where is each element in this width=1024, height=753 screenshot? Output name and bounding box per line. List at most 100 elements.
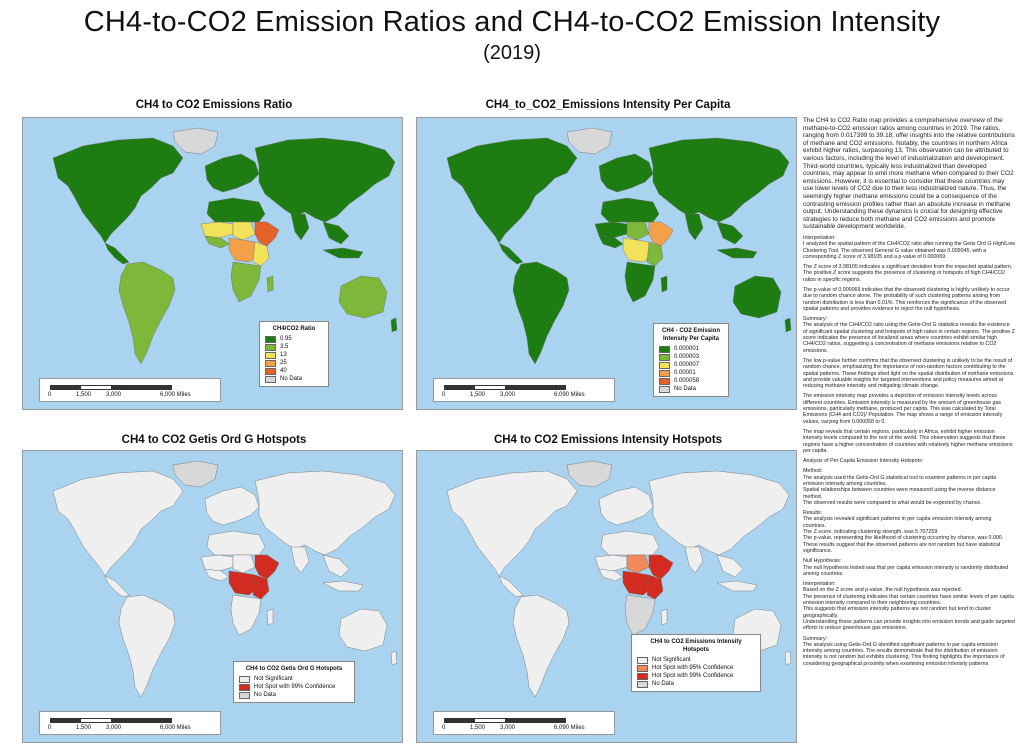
legend-item: 3.5 xyxy=(265,343,323,351)
map-panel-getis[interactable]: CH4 to CO2 Getis Ord G Hotspots Not Signi… xyxy=(22,450,403,743)
legend-label: No Data xyxy=(254,692,277,698)
legend-label: No Data xyxy=(280,376,303,382)
africa-south xyxy=(624,261,656,303)
legend-item: No Data xyxy=(239,691,349,699)
analysis-text-column: The CH4 to CO2 Ratio map provides a comp… xyxy=(803,117,1015,671)
region-seAsia xyxy=(716,554,744,578)
africa-madagascar xyxy=(660,608,668,626)
scale-tick-label: 0 xyxy=(48,392,52,398)
legend-swatch xyxy=(659,362,670,369)
region-europe xyxy=(204,486,260,526)
scale-tick-label: 1,500 xyxy=(76,392,92,398)
legend-label: 0.00001 xyxy=(674,370,696,376)
legend-label: Hot Spot with 99% Confidence xyxy=(254,684,336,690)
legend-item: 13 xyxy=(265,351,323,359)
africa-eastCentral xyxy=(646,241,664,267)
map-panel-intensity[interactable]: CH4 - CO2 Emission Intensity Per Capita 0… xyxy=(416,117,797,410)
region-indonesia xyxy=(716,580,758,592)
region-india xyxy=(684,546,704,574)
africa-south xyxy=(624,594,656,636)
legend-swatch xyxy=(239,676,250,683)
region-southAmerica xyxy=(118,261,176,365)
legend-label: Hot Spot with 95% Confidence xyxy=(652,665,734,671)
africa-south xyxy=(230,261,262,303)
region-australia xyxy=(338,608,388,652)
africa-eastHorn xyxy=(254,554,280,580)
scale-tick-label: 3,000 xyxy=(106,392,122,398)
region-india xyxy=(684,213,704,241)
legend-item: Hot Spot with 99% Confidence xyxy=(637,672,755,680)
region-nzealand xyxy=(784,650,792,666)
legend-title: CH4 to CO2 Emissions Intensity Hotspots xyxy=(650,639,742,653)
region-nzealand xyxy=(784,317,792,333)
legend-title: CH4 - CO2 Emission Intensity Per Capita xyxy=(661,328,720,342)
legend-item: 0.000003 xyxy=(659,353,723,361)
africa-south xyxy=(230,594,262,636)
legend-item: 0.000058 xyxy=(659,377,723,385)
legend-swatch xyxy=(265,360,276,367)
summary-paragraph-2: Summary: The analysis using Getis-Ord G … xyxy=(803,635,1005,667)
region-centralAm xyxy=(498,242,524,265)
legend-item: 0.95 xyxy=(265,335,323,343)
region-europe xyxy=(598,153,654,193)
scale-tick-label: 0 xyxy=(48,725,52,731)
region-india xyxy=(290,213,310,241)
intro-paragraph: The CH4 to CO2 Ratio map provides a comp… xyxy=(803,117,1015,231)
method-paragraph: Method: The analysis used the Getis-Ord … xyxy=(803,468,997,506)
region-southAmerica xyxy=(512,261,570,365)
scale-tick-label: 6,090 Miles xyxy=(554,725,585,731)
africa-westCoast xyxy=(598,235,624,249)
legend-label: Not Significant xyxy=(254,676,293,682)
scale-bar-graphic xyxy=(50,385,172,390)
analysis-title: Analysis of Per Capita Emission Intensit… xyxy=(803,458,924,465)
scale-bar-graphic xyxy=(50,718,172,723)
scale-tick-label: 1,500 xyxy=(76,725,92,731)
scale-tick-label: 3,000 xyxy=(500,725,516,731)
scale-bar: 0 1,500 3,000 6,090 Miles xyxy=(433,378,615,402)
scale-bar: 0 1,500 3,000 6,000 Miles xyxy=(39,378,221,402)
legend-swatch xyxy=(659,346,670,353)
region-nzealand xyxy=(390,650,398,666)
legend-label: 40 xyxy=(280,368,287,374)
legend-item: 40 xyxy=(265,367,323,375)
legend-swatch xyxy=(265,336,276,343)
legend-item: Hot Spot with 95% Confidence xyxy=(637,664,755,672)
region-asia xyxy=(648,137,790,223)
region-asia xyxy=(648,470,790,556)
legend-item: 0.000001 xyxy=(659,345,723,353)
legend-label: No Data xyxy=(674,386,697,392)
region-northAmerica xyxy=(446,137,578,244)
legend-swatch xyxy=(659,378,670,385)
legend-label: Hot Spot with 99% Confidence xyxy=(652,673,734,679)
map-panel-ratio[interactable]: CH4/CO2 Ratio 0.95 3.5 13 25 40 No Data 0 1,500 3… xyxy=(22,117,403,410)
africa-eastHorn xyxy=(648,221,674,247)
africa-eastHorn xyxy=(254,221,280,247)
legend-item: Not Significant xyxy=(239,675,349,683)
scale-tick-label: 6,090 Miles xyxy=(554,392,585,398)
region-greenland xyxy=(172,460,219,488)
legend-swatch xyxy=(637,673,648,680)
region-europe xyxy=(204,153,260,193)
map-legend: CH4 to CO2 Getis Ord G Hotspots Not Signi… xyxy=(233,661,355,703)
africa-eastCentral xyxy=(252,574,270,600)
region-greenland xyxy=(566,127,613,155)
legend-title: CH4/CO2 Ratio xyxy=(272,326,316,332)
legend-swatch xyxy=(637,665,648,672)
pvalue-paragraph: The p-value of 0.000069 indicates that t… xyxy=(803,286,1010,312)
africa-north xyxy=(600,530,660,556)
legend-label: 25 xyxy=(280,360,287,366)
legend-item: Hot Spot with 99% Confidence xyxy=(239,683,349,691)
africa-north xyxy=(206,530,266,556)
legend-item: 0.000007 xyxy=(659,361,723,369)
legend-label: 0.000001 xyxy=(674,346,700,352)
scale-tick-label: 1,500 xyxy=(470,392,486,398)
legend-swatch xyxy=(239,692,250,699)
africa-westCoast xyxy=(204,235,230,249)
map-legend: CH4 to CO2 Emissions Intensity Hotspots N… xyxy=(631,634,761,692)
map-panel-intensity-hotspots[interactable]: CH4 to CO2 Emissions Intensity Hotspots N… xyxy=(416,450,797,743)
scale-tick-label: 0 xyxy=(442,725,446,731)
region-australia xyxy=(338,275,388,319)
scale-tick-label: 0 xyxy=(442,392,446,398)
legend-swatch xyxy=(265,344,276,351)
intensity-map-paragraph: The emission intensity map provides a de… xyxy=(803,393,1003,425)
